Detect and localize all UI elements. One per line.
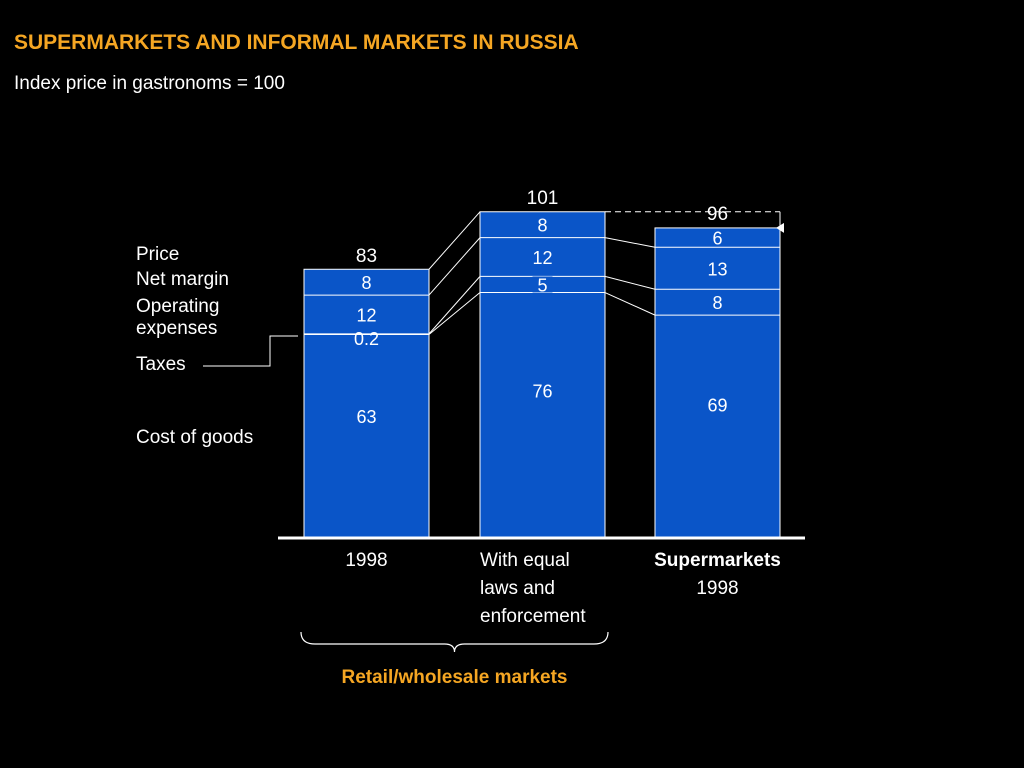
- category-bracket: [300, 631, 609, 653]
- category-label: laws and: [480, 578, 555, 599]
- segment-label: 8: [537, 216, 547, 236]
- connector-line: [428, 211, 481, 270]
- row-label-price: Price: [136, 244, 179, 265]
- bar-2: [479, 211, 606, 539]
- bar-3: [654, 227, 781, 539]
- row-label-net-margin: Net margin: [136, 269, 229, 290]
- bar-total-label: 83: [356, 246, 377, 267]
- category-label: enforcement: [480, 606, 586, 627]
- segment-label: 76: [532, 382, 552, 402]
- row-label-cost-of-goods: Cost of goods: [136, 427, 253, 448]
- category-label: With equal: [480, 550, 570, 571]
- page-subtitle: Index price in gastronoms = 100: [14, 73, 285, 94]
- segment-label: 12: [532, 248, 552, 268]
- bracket-label: Retail/wholesale markets: [342, 667, 568, 688]
- page-title: SUPERMARKETS AND INFORMAL MARKETS IN RUS…: [14, 31, 579, 54]
- connector-line: [428, 237, 481, 296]
- category-label: Supermarkets: [654, 550, 781, 571]
- taxes-leader-line: [203, 335, 298, 367]
- segment-label: 5: [537, 275, 547, 295]
- row-label-expenses: expenses: [136, 318, 217, 339]
- bar-1: [303, 268, 430, 539]
- connector-line: [604, 275, 656, 290]
- bar-total-label: 96: [707, 204, 728, 225]
- segment-label: 8: [712, 293, 722, 313]
- segment-label-bg: [532, 276, 553, 293]
- row-label-taxes: Taxes: [136, 354, 186, 375]
- segment-label: 12: [356, 305, 376, 325]
- connector-line: [428, 292, 481, 335]
- connector-line: [604, 292, 656, 316]
- segment-label: 63: [356, 407, 376, 427]
- segment-label: 6: [712, 229, 722, 249]
- category-label: 1998: [345, 550, 387, 571]
- row-label-operating: Operating: [136, 296, 219, 317]
- connector-line: [428, 276, 481, 335]
- connector-line: [604, 237, 656, 248]
- bar-total-label: 101: [527, 188, 559, 209]
- segment-label: 0.2: [354, 329, 379, 349]
- segment-label: 8: [361, 273, 371, 293]
- segment-label: 69: [707, 395, 727, 415]
- segment-label: 13: [707, 259, 727, 279]
- category-label: 1998: [696, 578, 738, 599]
